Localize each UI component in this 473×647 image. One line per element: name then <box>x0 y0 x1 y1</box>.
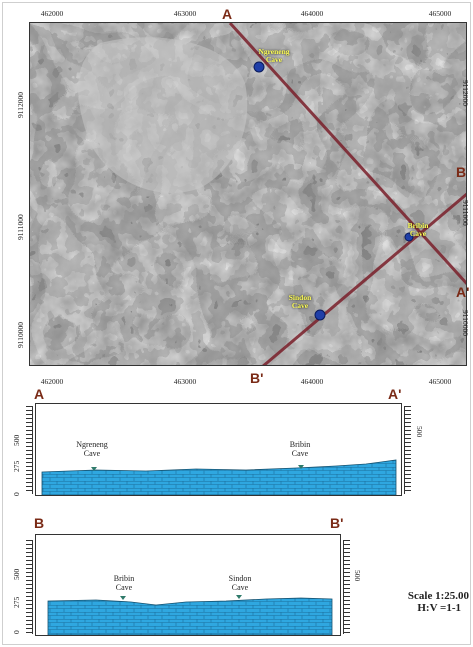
x-tick-bottom-2: 463000 <box>173 377 197 386</box>
x-tick-top-4: 465000 <box>428 9 452 18</box>
x-tick-bottom-3: 464000 <box>300 377 324 386</box>
map-label-b: B <box>456 164 467 180</box>
x-tick-top-2: 463000 <box>173 9 197 18</box>
profile-b-bribin-label: Bribin Cave <box>113 574 135 592</box>
profile-a-ytick-2: 275 <box>12 460 21 472</box>
ngreneng-cave-map-label: Ngreneng Cave <box>258 47 290 64</box>
profile-a-ytick-r1: 500 <box>415 426 424 438</box>
profile-a-panel <box>35 403 402 496</box>
profile-b-ytick-1: 500 <box>12 568 21 580</box>
x-tick-bottom-1: 462000 <box>40 377 64 386</box>
y-tick-left-1: 9112000 <box>16 92 25 118</box>
sindon-cave-map-label: Sindon Cave <box>288 293 312 310</box>
profile-a-left-scale <box>26 406 33 494</box>
plateau-area <box>78 37 248 193</box>
profile-a-start-label: A <box>34 386 45 402</box>
profile-a-end-label: A' <box>388 386 402 402</box>
profile-b-panel <box>35 534 341 636</box>
profile-b-end-label: B' <box>330 515 344 531</box>
profile-a-fill <box>41 459 397 495</box>
profile-b-ytick-r1: 500 <box>353 570 362 582</box>
ngreneng-cave-marker <box>253 61 265 73</box>
hv-ratio: H:V =1-1 <box>417 602 461 614</box>
profile-b-start-label: B <box>34 515 45 531</box>
profile-a-svg <box>41 459 397 495</box>
hillshade-map <box>29 22 467 366</box>
x-tick-bottom-4: 465000 <box>428 377 452 386</box>
x-tick-top-3: 464000 <box>300 9 324 18</box>
map-label-b-prime: B' <box>250 370 264 386</box>
y-tick-right-1: 9112000 <box>461 80 470 106</box>
profile-b-ytick-3: 0 <box>12 630 21 634</box>
x-tick-top-1: 462000 <box>40 9 64 18</box>
profile-b-right-scale <box>343 540 350 634</box>
ngreneng-profile-marker <box>91 467 97 471</box>
bribin-profile-a-marker <box>298 465 304 469</box>
scale-ratio: Scale 1:25.00 <box>407 590 469 602</box>
scale-note: Scale 1:25.00 H:V =1-1 <box>408 590 469 614</box>
profile-a-bribin-label: Bribin Cave <box>289 440 311 458</box>
profile-a-ytick-1: 500 <box>12 434 21 446</box>
section-line-b <box>262 192 466 365</box>
y-tick-right-2: 9111000 <box>461 200 470 226</box>
map-svg <box>30 23 466 365</box>
profile-a-right-scale <box>404 406 411 494</box>
bribin-cave-map-label: Bribin Cave <box>407 221 429 238</box>
sindon-cave-marker <box>314 309 326 321</box>
map-label-a-prime: A' <box>456 284 470 300</box>
profile-b-sindon-label: Sindon Cave <box>228 574 252 592</box>
bribin-profile-b-marker <box>120 596 126 600</box>
y-tick-right-3: 9110000 <box>461 310 470 336</box>
section-line-a <box>228 23 466 286</box>
profile-b-ytick-2: 275 <box>12 596 21 608</box>
map-label-a: A <box>222 6 233 22</box>
bribin-cave-marker <box>404 232 414 242</box>
profile-b-left-scale <box>26 540 33 634</box>
y-tick-left-3: 9110000 <box>16 322 25 348</box>
profile-b-fill <box>47 597 333 635</box>
profile-a-ytick-3: 0 <box>12 492 21 496</box>
sindon-profile-marker <box>236 595 242 599</box>
profile-a-ngreneng-label: Ngreneng Cave <box>76 440 108 458</box>
profile-b-svg <box>47 595 333 635</box>
y-tick-left-2: 9111000 <box>16 214 25 240</box>
